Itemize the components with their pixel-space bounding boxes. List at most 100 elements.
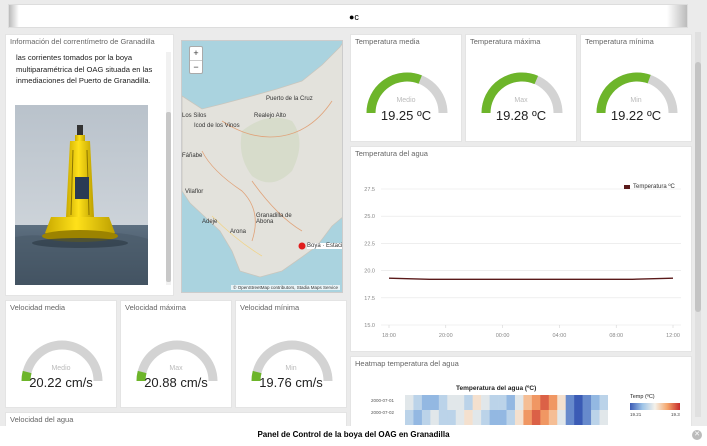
heatmap-cell — [421, 410, 431, 425]
map-place-label: Arona — [230, 229, 247, 235]
x-tick-label: 12:00 — [666, 333, 680, 339]
gauge-label: Max — [169, 365, 183, 372]
zoom-in-button[interactable]: + — [193, 48, 199, 58]
map-place-label: Adeje — [202, 219, 218, 225]
map-place-label: Los Silos — [182, 113, 207, 119]
gauge-arc — [21, 340, 103, 382]
speed-gauge-panel-min: Velocidad mínima Min 19.76 cm/s — [235, 300, 347, 408]
heatmap-cell — [472, 395, 482, 411]
heatmap-cell — [430, 410, 440, 425]
info-panel-scrollbar[interactable] — [166, 52, 171, 285]
line-panel-title: Temperatura del agua — [355, 149, 428, 158]
gauge-track — [136, 340, 218, 382]
heatmap-cell — [481, 410, 490, 425]
banner-fade-right — [667, 5, 687, 27]
map-canvas[interactable] — [182, 41, 343, 293]
heatmap-cell — [498, 395, 507, 411]
gauge-value: 19.28 ºC — [495, 108, 547, 123]
map-place-label: Puerto de la Cruz — [266, 96, 313, 102]
heatmap-cell — [464, 395, 473, 411]
page-scrollbar[interactable] — [695, 32, 701, 417]
map-place-label: Realejo Alto — [254, 113, 287, 119]
info-panel-scrollbar-thumb[interactable] — [166, 112, 171, 282]
heatmap-cell — [447, 410, 457, 425]
heatmap-colorbar — [630, 403, 680, 410]
map-place-label: Fáñabe — [182, 153, 203, 159]
gauge-arc — [596, 72, 678, 114]
heatmap-cell — [421, 395, 431, 411]
temp-gauge-panel-mean: Temperatura media Medio 19.25 ºC — [350, 34, 462, 142]
page-scrollbar-thumb[interactable] — [695, 62, 701, 312]
gauge-title: Velocidad media — [10, 303, 66, 312]
gauge-label: Medio — [396, 97, 416, 104]
y-tick-label: 20.0 — [364, 269, 375, 275]
gauge-label: Min — [630, 97, 642, 104]
heatmap-cell — [548, 395, 558, 411]
gauge-label: Min — [285, 365, 297, 372]
heatmap-cell — [574, 395, 583, 411]
heatmap-cell — [523, 395, 533, 411]
heatmap-cell — [506, 395, 516, 411]
close-icon[interactable]: ✕ — [692, 430, 702, 440]
heatmap-chart-title: Temperatura del agua (ºC) — [456, 385, 537, 392]
heatmap-cell — [565, 410, 575, 425]
zoom-out-button[interactable]: − — [190, 60, 202, 73]
heatmap-cell — [498, 410, 507, 425]
heatmap-cell — [591, 410, 600, 425]
gauge-fill — [136, 370, 147, 382]
heatmap-cell — [413, 395, 423, 411]
gauge-title: Velocidad mínima — [240, 303, 300, 312]
heatmap-cell — [514, 410, 524, 425]
line-legend-label: Temperatura ºC — [633, 184, 675, 190]
heatmap-y-tick: 2000-07-01 — [371, 398, 395, 403]
gauge-fill — [21, 370, 32, 382]
gauge-value: 19.25 ºC — [380, 108, 432, 123]
info-panel-title: Información del correntímetro de Granadi… — [10, 37, 155, 46]
banner-fade-left — [9, 5, 19, 27]
series-line — [388, 277, 674, 281]
heatmap-cell — [472, 410, 482, 425]
map-place-label: Granadilla de Abona — [256, 213, 292, 225]
x-tick-label: 18:00 — [382, 333, 396, 339]
y-tick-label: 15.0 — [364, 323, 375, 329]
location-map[interactable]: + − Puerto de la Cruz Los Silos Icod de … — [181, 40, 343, 293]
speed-gauge-panel-max: Velocidad máxima Max 20.88 cm/s — [120, 300, 232, 408]
map-place-label: Icod de los Vinos — [194, 123, 240, 129]
info-panel: Información del correntímetro de Granadi… — [5, 34, 174, 296]
buoy-marker-label: Boya · Estaci — [307, 243, 343, 249]
heatmap-cell — [405, 410, 414, 425]
heatmap-cell — [565, 395, 575, 411]
heatmap-cell — [599, 410, 608, 425]
heatmap-cell — [582, 395, 592, 411]
gauge-fill — [481, 72, 539, 114]
map-zoom-control: + − — [189, 46, 203, 74]
gauge-label: Medio — [51, 365, 71, 372]
heatmap-legend-title: Temp (ºC) — [630, 394, 655, 400]
gauge-fill — [596, 72, 651, 114]
heatmap-cell — [523, 410, 533, 425]
banner-logo: ●c — [349, 12, 359, 22]
heatmap-cell — [489, 410, 499, 425]
gauge-title: Velocidad máxima — [125, 303, 186, 312]
buoy-marker[interactable] — [298, 242, 306, 250]
y-tick-label: 27.5 — [364, 187, 375, 193]
gauge-arc — [481, 72, 563, 114]
heatmap-cell — [438, 395, 448, 411]
heatmap-cell — [405, 395, 414, 411]
heatmap-cell — [489, 395, 499, 411]
heatmap-legend-high: 19.3 — [671, 412, 680, 417]
gauge-title: Temperatura media — [355, 37, 420, 46]
heatmap-cell — [455, 395, 465, 411]
heatmap-cell — [591, 395, 600, 411]
heatmap-cell — [540, 395, 550, 411]
heatmap-cell — [557, 410, 567, 425]
velocity-panel-title: Velocidad del agua — [10, 415, 74, 424]
heatmap-cell — [599, 395, 608, 411]
top-banner: ●c — [8, 4, 688, 28]
gauge-arc — [136, 340, 218, 382]
speed-gauge-panel-mean: Velocidad media Medio 20.22 cm/s — [5, 300, 117, 408]
gauge-title: Temperatura máxima — [470, 37, 541, 46]
heatmap-cell — [540, 410, 550, 425]
heatmap-panel: Heatmap temperatura del agua Temperatura… — [350, 356, 692, 432]
info-panel-text: las corrientes tomados por la boya multi… — [16, 53, 153, 85]
